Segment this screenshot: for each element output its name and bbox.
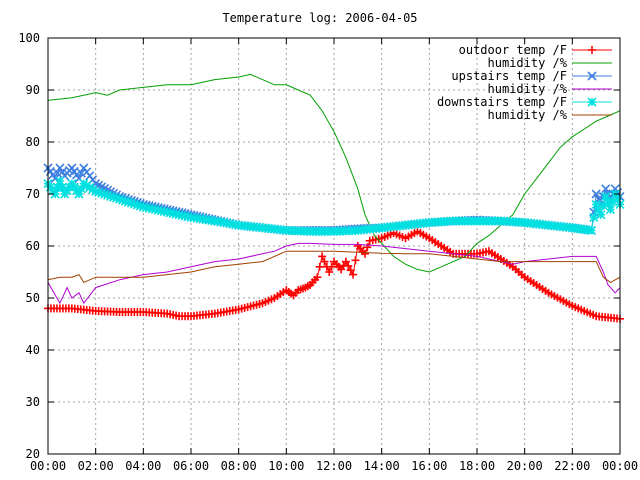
x-tick-label: 18:00 bbox=[459, 459, 495, 473]
data-point bbox=[325, 268, 334, 276]
legend-item: upstairs temp /F bbox=[451, 69, 612, 83]
data-point bbox=[313, 273, 322, 282]
data-point bbox=[351, 256, 360, 265]
y-tick-label: 100 bbox=[18, 31, 40, 45]
legend-marker bbox=[587, 71, 597, 81]
legend-item: humidity /% bbox=[488, 82, 612, 96]
plot-area bbox=[43, 73, 625, 323]
data-point bbox=[341, 257, 350, 266]
data-point bbox=[346, 266, 355, 275]
y-tick-label: 30 bbox=[26, 395, 40, 409]
legend-label: upstairs temp /F bbox=[451, 69, 567, 83]
axes: 20 30 40 50 60 70 80 90 100 00:00 02:00 04:00 06:00 0… bbox=[18, 31, 638, 473]
x-tick-label: 16:00 bbox=[411, 459, 447, 473]
x-tick-label: 14:00 bbox=[364, 459, 400, 473]
series-4 bbox=[43, 176, 625, 237]
data-point bbox=[589, 212, 599, 222]
x-tick-label: 08:00 bbox=[221, 459, 257, 473]
x-tick-label: 00:00 bbox=[30, 459, 66, 473]
series-0 bbox=[44, 227, 624, 323]
data-point bbox=[320, 257, 329, 266]
legend-marker bbox=[587, 97, 597, 107]
x-tick-label: 10:00 bbox=[268, 459, 304, 473]
y-tick-label: 20 bbox=[26, 447, 40, 461]
series-line bbox=[47, 250, 621, 284]
legend-label: humidity /% bbox=[488, 82, 568, 96]
x-tick-label: 12:00 bbox=[316, 459, 352, 473]
data-point bbox=[76, 168, 86, 178]
legend-label: downstairs temp /F bbox=[437, 95, 567, 109]
data-point bbox=[327, 262, 336, 271]
data-point bbox=[586, 225, 596, 235]
data-point bbox=[591, 189, 601, 199]
y-tick-label: 60 bbox=[26, 239, 40, 253]
data-point bbox=[596, 210, 606, 220]
y-tick-label: 70 bbox=[26, 187, 40, 201]
data-point bbox=[360, 249, 369, 258]
legend-item: downstairs temp /F bbox=[437, 95, 612, 109]
x-tick-label: 20:00 bbox=[507, 459, 543, 473]
data-point bbox=[605, 205, 616, 215]
y-tick-label: 90 bbox=[26, 83, 40, 97]
x-tick-label: 02:00 bbox=[78, 459, 114, 473]
series-3 bbox=[47, 242, 621, 305]
y-tick-label: 50 bbox=[26, 291, 40, 305]
x-tick-label: 00:00 bbox=[602, 459, 638, 473]
data-point bbox=[601, 184, 611, 194]
legend-item: outdoor temp /F bbox=[459, 43, 612, 57]
data-point bbox=[344, 261, 353, 270]
data-point bbox=[315, 262, 324, 271]
data-point bbox=[318, 252, 327, 261]
grid bbox=[48, 38, 620, 454]
y-tick-label: 40 bbox=[26, 343, 40, 357]
x-tick-label: 22:00 bbox=[554, 459, 590, 473]
series-line bbox=[47, 242, 621, 305]
legend-label: humidity /% bbox=[488, 56, 568, 70]
legend-label: humidity /% bbox=[488, 108, 568, 122]
series-5 bbox=[47, 250, 621, 284]
legend-item: humidity /% bbox=[488, 108, 612, 122]
legend-label: outdoor temp /F bbox=[459, 43, 567, 57]
legend-item: humidity /% bbox=[488, 56, 612, 70]
chart-title: Temperature log: 2006-04-05 bbox=[222, 11, 417, 25]
legend-marker bbox=[588, 46, 596, 54]
x-tick-label: 04:00 bbox=[125, 459, 161, 473]
data-point bbox=[349, 270, 358, 279]
y-tick-label: 80 bbox=[26, 135, 40, 149]
x-tick-label: 06:00 bbox=[173, 459, 209, 473]
